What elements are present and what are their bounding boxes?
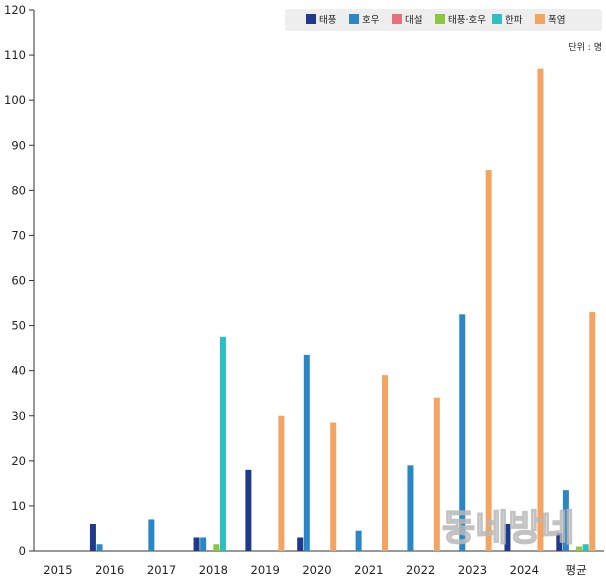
bar — [382, 375, 389, 551]
bar — [576, 546, 583, 551]
y-tick-label: 30 — [11, 409, 26, 423]
bar — [504, 523, 511, 551]
bar — [200, 537, 207, 551]
legend-label: 태풍 — [319, 15, 337, 26]
bar — [485, 170, 492, 552]
y-tick-label: 40 — [11, 364, 26, 378]
bar — [407, 465, 414, 551]
bar — [193, 537, 200, 551]
bar — [297, 537, 304, 551]
bar — [582, 544, 589, 551]
x-tick-label: 2016 — [95, 563, 124, 576]
x-tick-label: 2022 — [406, 563, 435, 576]
y-tick-label: 20 — [11, 454, 26, 468]
bars — [89, 68, 596, 552]
legend-swatch — [535, 14, 545, 24]
y-axis: 0 10 20 30 40 50 60 70 80 90 100 110 120 — [4, 3, 35, 558]
x-tick-label: 2015 — [43, 563, 72, 576]
legend-label: 호우 — [362, 15, 380, 26]
bar — [330, 422, 337, 551]
legend-label: 한파 — [505, 15, 523, 26]
legend-swatch — [306, 14, 316, 24]
legend-swatch — [349, 14, 359, 24]
bar — [219, 336, 226, 551]
unit-label: 단위 : 명 — [568, 42, 602, 53]
legend-label: 대설 — [405, 15, 422, 26]
bar — [148, 519, 155, 551]
y-tick-label: 0 — [19, 544, 26, 558]
x-tick-label: 2021 — [354, 563, 383, 576]
x-tick-label: 2018 — [199, 563, 228, 576]
bar — [89, 523, 96, 551]
y-tick-label: 70 — [11, 228, 26, 242]
legend: 태풍 호우 대설 태풍·호우 한파 폭염 — [285, 9, 602, 31]
x-tick-label: 평균 — [566, 563, 587, 576]
bar — [96, 544, 103, 551]
legend-label: 폭염 — [548, 15, 565, 26]
bar — [245, 469, 252, 551]
y-tick-label: 50 — [11, 319, 26, 333]
bar — [562, 490, 569, 551]
y-tick-label: 120 — [4, 3, 26, 17]
watermark: 동네방네 — [442, 508, 574, 549]
x-axis: 2015 2016 2017 2018 2019 2020 2021 2022 2023 2024… — [34, 550, 604, 576]
x-tick-label: 2017 — [147, 563, 176, 576]
bar — [459, 314, 466, 551]
y-tick-label: 110 — [4, 48, 26, 62]
y-tick-label: 90 — [11, 138, 26, 152]
y-tick-label: 10 — [11, 499, 26, 513]
bar — [537, 68, 544, 552]
y-tick-label: 100 — [4, 93, 26, 107]
bar — [303, 354, 310, 551]
bar — [355, 530, 362, 551]
legend-label: 태풍·호우 — [448, 15, 486, 26]
legend-swatch — [435, 14, 445, 24]
bar — [433, 397, 440, 551]
legend-swatch — [392, 14, 402, 24]
bar — [589, 312, 596, 551]
x-tick-label: 2020 — [302, 563, 331, 576]
x-tick-label: 2023 — [458, 563, 487, 576]
x-tick-label: 2024 — [510, 563, 539, 576]
legend-swatch — [492, 14, 502, 24]
y-tick-label: 80 — [11, 183, 26, 197]
y-tick-label: 60 — [11, 274, 26, 288]
bar — [213, 544, 220, 551]
bar — [278, 415, 285, 551]
x-tick-label: 2019 — [251, 563, 280, 576]
bar — [556, 532, 563, 551]
